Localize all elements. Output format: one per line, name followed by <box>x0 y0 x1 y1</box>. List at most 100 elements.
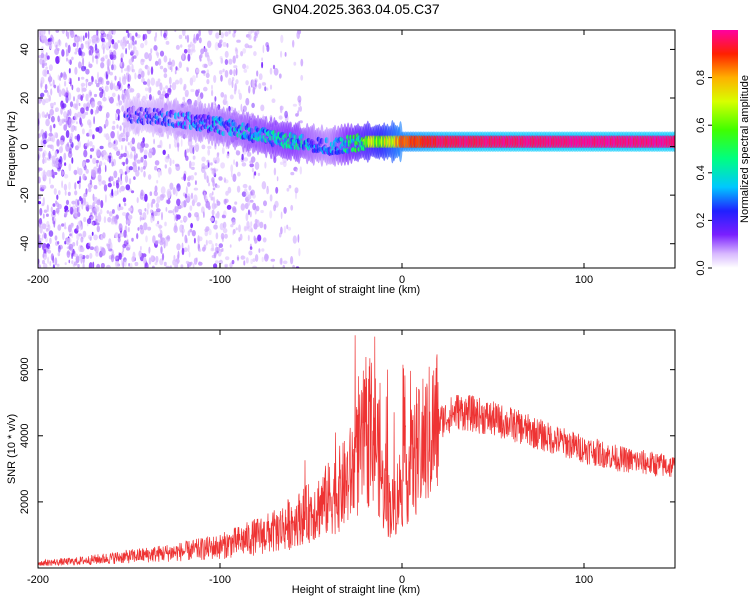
noise-cell <box>175 164 181 171</box>
noise-cell <box>134 261 139 267</box>
noise-cell <box>155 80 159 88</box>
noise-cell <box>236 254 240 262</box>
noise-cell <box>216 152 220 158</box>
noise-cell <box>117 177 120 183</box>
noise-cell <box>113 140 116 144</box>
noise-cell <box>115 182 120 189</box>
noise-cell <box>195 33 199 41</box>
noise-cell <box>68 92 72 101</box>
noise-cell <box>48 246 51 250</box>
y-tick-label: 20 <box>19 92 31 104</box>
noise-cell <box>79 64 82 68</box>
noise-cell <box>178 34 183 40</box>
x-tick-label: -100 <box>209 574 231 586</box>
noise-cell <box>48 132 53 137</box>
noise-cell <box>184 52 186 59</box>
noise-cell <box>97 126 103 134</box>
noise-cell <box>290 171 295 176</box>
noise-cell <box>221 247 224 252</box>
noise-cell <box>209 217 215 222</box>
noise-cell <box>276 176 279 182</box>
noise-cell <box>41 63 45 69</box>
noise-cell <box>283 206 287 214</box>
colorbar-tick-label: 0.6 <box>695 118 707 133</box>
noise-cell <box>171 82 177 91</box>
noise-cell <box>212 187 216 191</box>
noise-cell <box>60 144 63 153</box>
noise-cell <box>269 84 273 90</box>
noise-cell <box>47 152 51 157</box>
noise-cell <box>256 70 259 77</box>
noise-cell <box>146 78 151 87</box>
noise-cell <box>140 59 146 62</box>
noise-cell <box>134 72 137 80</box>
noise-cell <box>109 96 114 104</box>
noise-cell <box>73 36 78 44</box>
noise-cell <box>297 30 302 35</box>
colorbar: 0.0 0.2 0.4 0.6 0.8 Normalized spectral ampl… <box>695 30 750 276</box>
noise-cell <box>49 137 54 142</box>
noise-cell <box>157 78 161 83</box>
noise-cell <box>58 146 63 154</box>
noise-cell <box>150 209 153 213</box>
noise-cell <box>74 182 77 190</box>
snr-ylabel: SNR (10 * v/v) <box>6 414 18 484</box>
noise-cell <box>101 43 106 50</box>
noise-cell <box>126 40 129 44</box>
noise-cell <box>67 109 70 117</box>
noise-cell <box>83 149 88 158</box>
noise-cell <box>279 258 283 265</box>
noise-cell <box>174 79 180 85</box>
noise-cell <box>51 155 56 163</box>
noise-cell <box>123 134 126 138</box>
noise-cell <box>112 54 117 61</box>
noise-cell <box>47 256 50 264</box>
noise-cell <box>46 69 50 75</box>
noise-cell <box>222 228 228 234</box>
noise-cell <box>99 163 101 171</box>
noise-cell <box>181 201 184 209</box>
noise-cell <box>136 197 139 204</box>
noise-cell <box>226 153 230 159</box>
noise-cell <box>106 210 110 214</box>
noise-cell <box>129 32 132 39</box>
noise-cell <box>39 225 43 234</box>
noise-cell <box>114 232 119 239</box>
noise-cell <box>109 49 113 55</box>
noise-cell <box>236 185 241 193</box>
noise-cell <box>66 87 68 92</box>
noise-cell <box>290 256 294 265</box>
noise-cell <box>183 200 187 208</box>
noise-cell <box>232 207 237 213</box>
noise-cell <box>221 214 226 219</box>
noise-cell <box>42 253 45 258</box>
noise-cell <box>258 73 263 81</box>
noise-cell <box>57 241 60 245</box>
noise-cell <box>61 180 63 189</box>
noise-cell <box>97 212 101 221</box>
noise-cell <box>194 180 197 186</box>
noise-cell <box>66 57 68 62</box>
colorbar-tick-label: 0.0 <box>695 260 707 275</box>
noise-cell <box>213 224 218 230</box>
noise-cell <box>131 256 135 263</box>
noise-cell <box>73 96 75 102</box>
noise-cell <box>95 37 100 43</box>
noise-cell <box>71 252 73 260</box>
noise-cell <box>127 32 130 38</box>
noise-cell <box>235 150 241 156</box>
noise-cell <box>233 69 236 77</box>
noise-cell <box>147 70 150 76</box>
noise-cell <box>38 263 42 268</box>
noise-cell <box>180 264 184 268</box>
noise-cell <box>238 237 241 242</box>
noise-cell <box>96 83 100 88</box>
noise-cell <box>186 193 191 202</box>
noise-cell <box>101 180 106 185</box>
noise-cell <box>65 119 69 127</box>
noise-cell <box>220 74 223 82</box>
noise-cell <box>240 51 244 57</box>
snr-background <box>38 330 675 568</box>
noise-cell <box>80 76 85 80</box>
noise-cell <box>159 169 163 176</box>
